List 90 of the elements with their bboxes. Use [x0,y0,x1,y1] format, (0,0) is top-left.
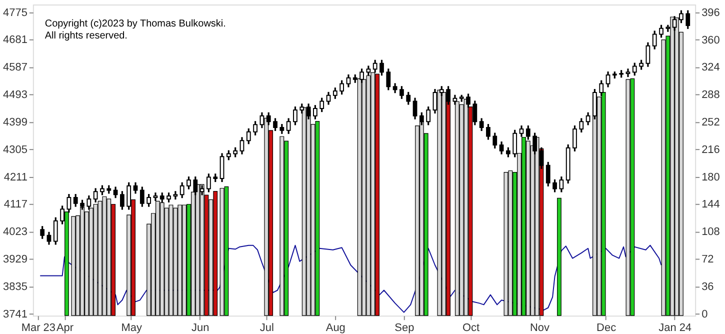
y2-tick-label: 36 [702,280,714,293]
y-tick-label: 4211 [4,171,28,184]
y-tick-label: 3835 [3,280,28,293]
candlestick [426,106,431,126]
x-tick-label: Jul [260,322,274,334]
candlestick [639,59,644,71]
candlestick [499,140,504,156]
candlestick [406,91,411,106]
y2-tick-label: 0 [702,308,708,320]
candlestick [606,70,610,88]
candlestick [346,74,351,88]
candlestick [659,24,664,38]
y-tick-label: 4117 [4,198,28,211]
bar [557,198,562,316]
y2-tick-label: 144 [702,198,720,211]
x-tick-label: Apr [56,322,74,334]
bar [224,186,229,316]
candlestick [506,146,510,158]
candlestick [206,172,211,194]
y-tick-label: 3929 [3,254,28,266]
x-tick-label: Mar 23 [21,322,56,334]
candlestick [632,62,637,76]
y2-tick-label: 252 [702,116,720,129]
bar [630,78,635,316]
y-tick-label: 4775 [3,6,28,19]
candlestick [240,136,244,156]
x-tick-label: Dec [596,322,617,334]
y-tick-label: 4587 [3,62,28,74]
candlestick [340,79,344,96]
y-tick-label: 4681 [3,34,28,46]
candlestick [233,146,238,158]
candlestick [492,132,498,150]
candlestick [479,117,484,132]
candlestick [326,91,331,106]
candlestick [40,225,45,240]
candlestick [579,117,584,134]
candlestick [146,193,152,208]
candlestick [186,176,191,190]
candlestick [180,182,184,199]
candlestick [166,192,171,204]
candlestick [652,30,657,50]
y2-tick-label: 396 [702,6,720,19]
annotation: Copyright (c)2023 by Thomas Bulkowski. [44,18,226,30]
candlestick [246,128,251,145]
candlestick [412,96,418,120]
y2-tick-label: 360 [702,34,720,46]
x-tick-label: Nov [530,322,550,334]
y2-tick-label: 72 [702,254,714,266]
x-tick-label: Jun [192,322,210,334]
y2-tick-label: 180 [702,171,720,184]
x-tick-label: Oct [462,322,480,334]
y-tick-label: 4023 [3,226,28,238]
candlestick [120,190,124,211]
candlestick [53,216,58,246]
candlestick [46,231,52,246]
annotation: All rights reserved. [44,30,128,42]
candlestick [486,123,490,141]
x-tick-label: Jan 24 [658,322,692,334]
candlestick [113,186,118,199]
x-tick-label: May [121,322,142,334]
candlestick [686,9,690,30]
candlestick [226,149,231,161]
candlestick [220,152,224,183]
candlestick [320,96,324,113]
y-tick-label: 4493 [3,89,28,102]
candlestick [400,85,404,100]
y2-tick-label: 108 [702,226,720,238]
candlestick [253,120,258,136]
candlestick [332,86,338,100]
candlestick [559,176,564,194]
candlestick [552,178,557,194]
x-tick-label: Aug [326,322,346,334]
y-tick-label: 4399 [3,116,28,128]
y2-tick-label: 216 [702,144,720,156]
candlestick [286,117,291,135]
y-tick-label: 3741 [3,308,28,320]
candlestick [572,124,577,152]
candlestick [646,42,650,68]
candlestick [140,186,144,208]
y2-tick-label: 288 [702,89,720,102]
candlestick [386,68,391,91]
candlestick [392,82,398,94]
candlestick [546,161,550,188]
y-tick-label: 4305 [3,144,28,156]
candlestick [293,106,298,126]
candlestick [280,123,284,135]
y2-tick-label: 324 [702,62,720,74]
x-tick-label: Sep [394,322,414,334]
candlestick [73,193,78,208]
candlestick [586,112,590,126]
